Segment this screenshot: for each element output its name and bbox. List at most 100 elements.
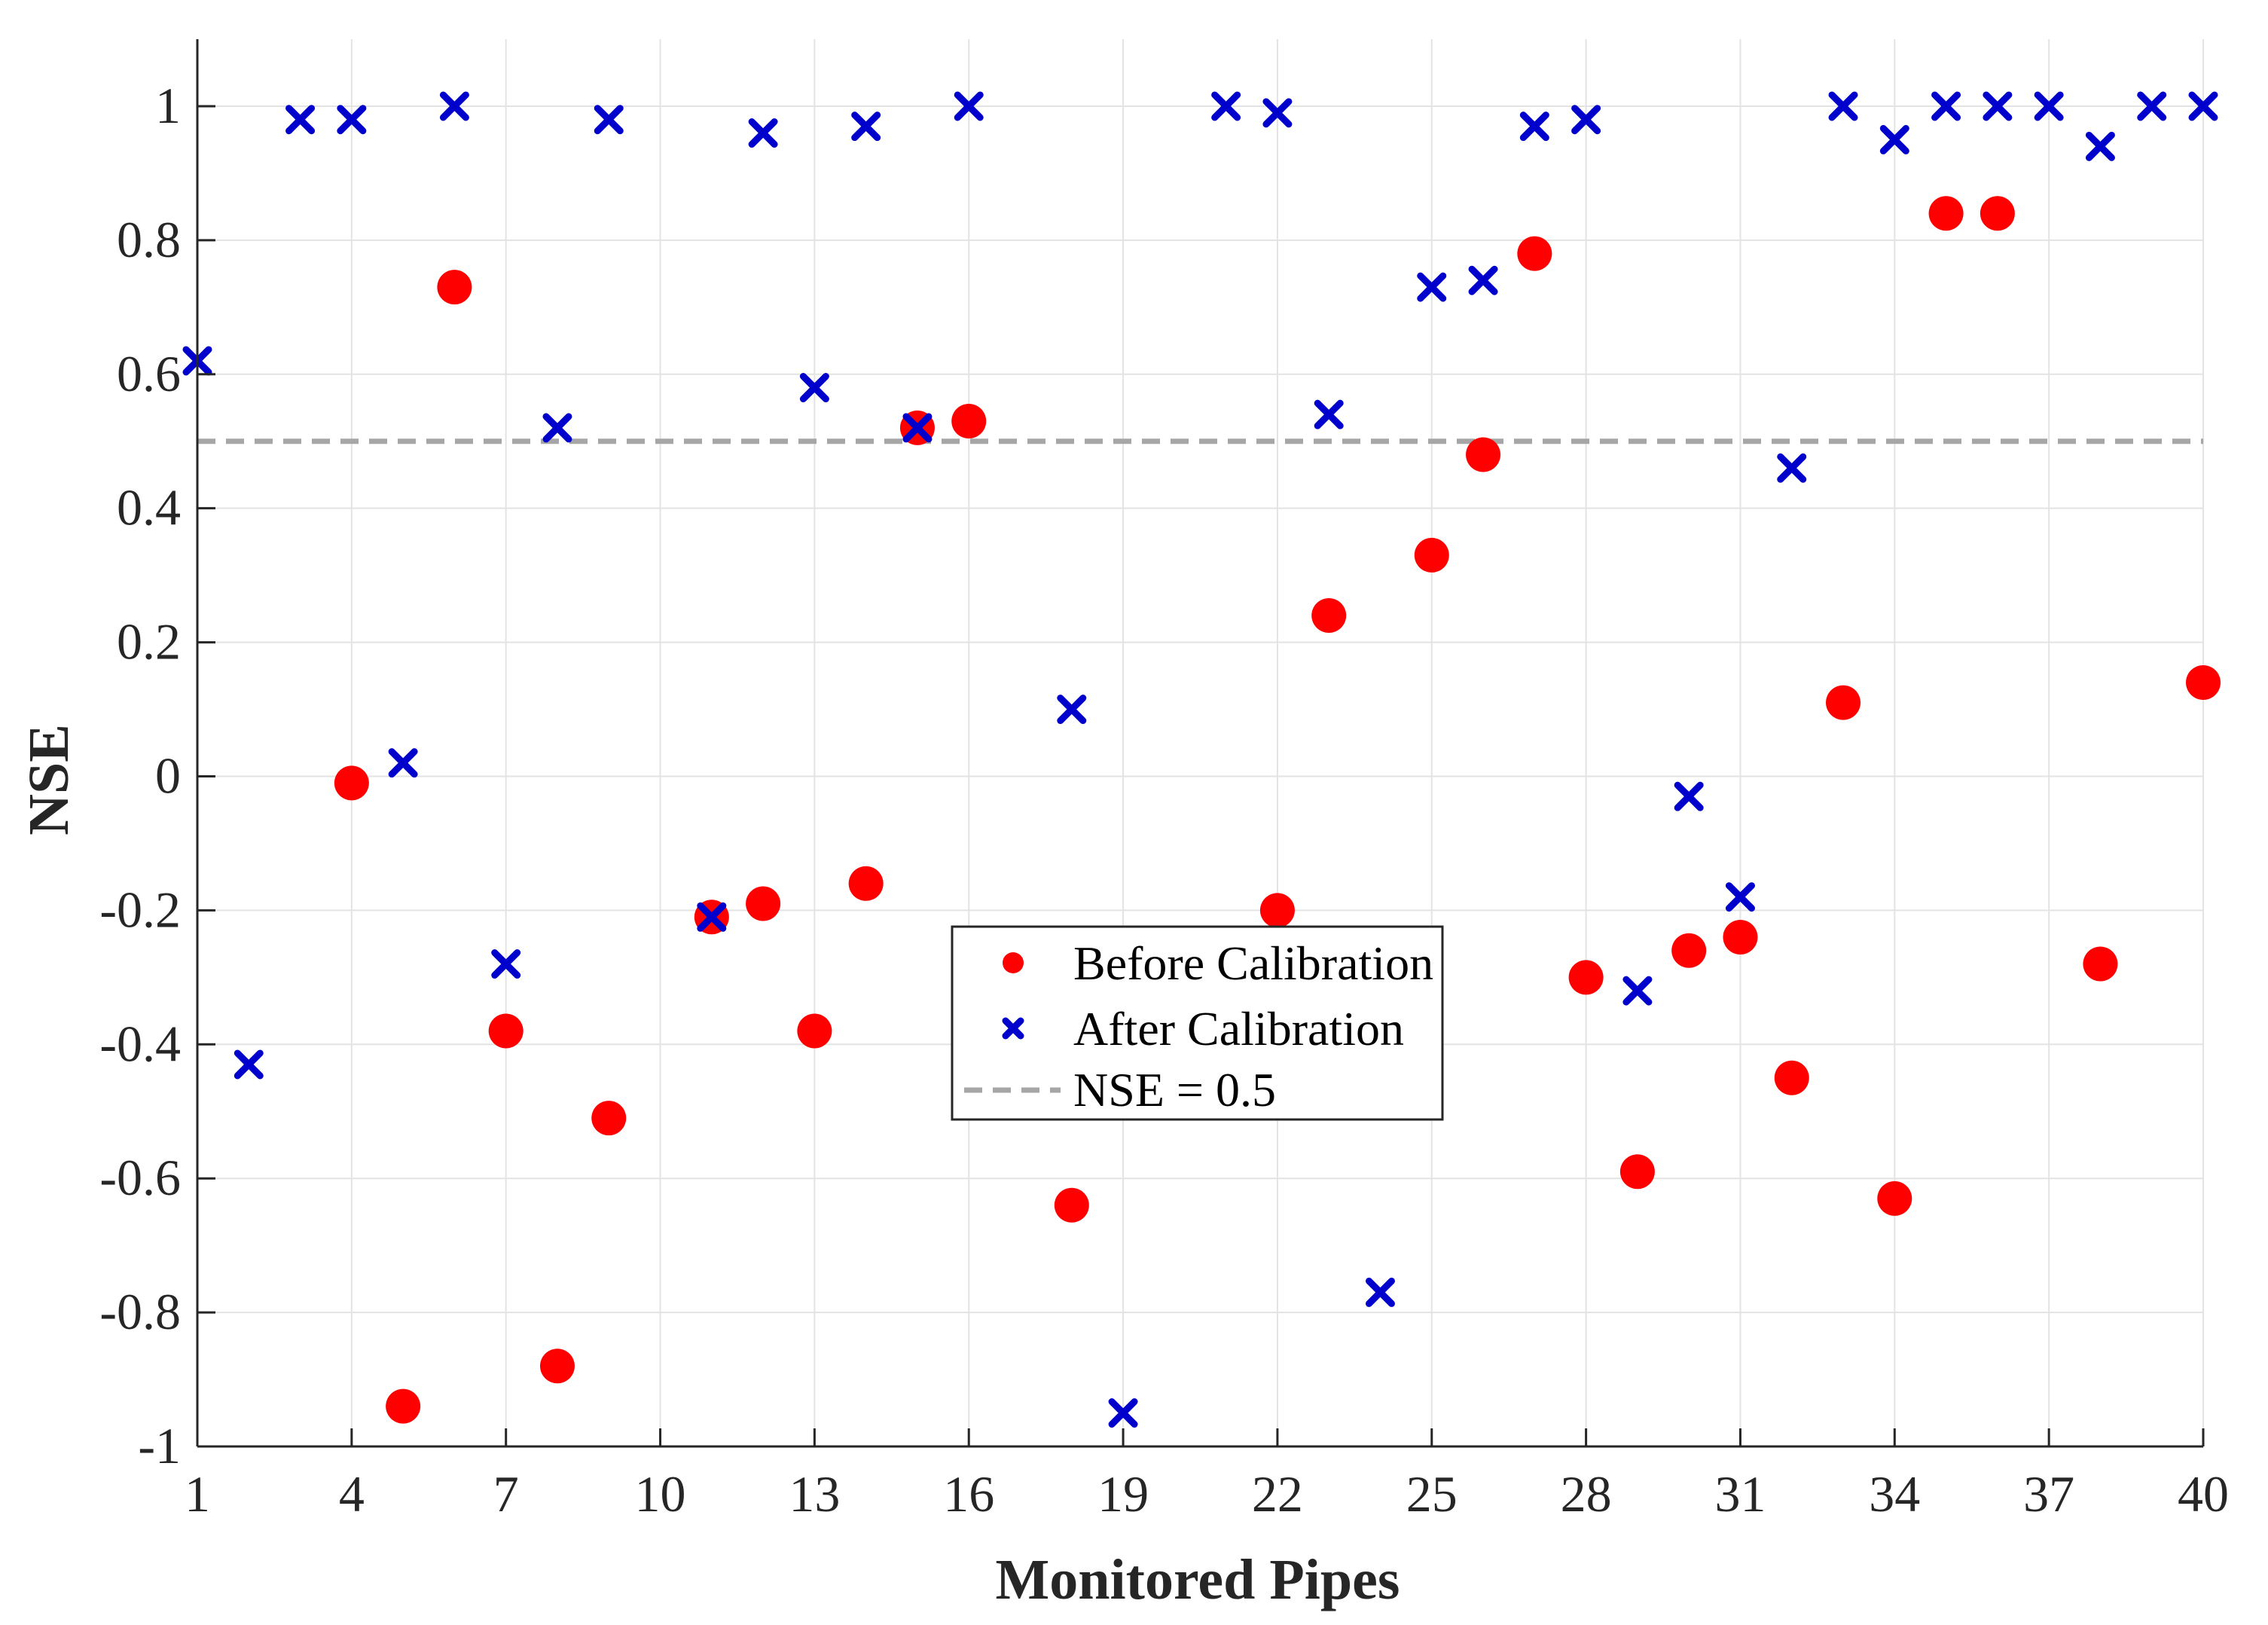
y-tick-label: 0.6 <box>117 345 181 402</box>
before-calibration-point <box>2083 946 2118 982</box>
before-calibration-point <box>488 1013 524 1049</box>
x-tick-label: 40 <box>2178 1465 2229 1523</box>
y-tick-label: 0.2 <box>117 613 181 670</box>
before-calibration-point <box>848 866 884 901</box>
y-tick-label: 0 <box>155 747 181 804</box>
after-calibration-point <box>1674 781 1704 811</box>
after-calibration-point <box>954 91 984 121</box>
before-calibration-point <box>539 1349 575 1384</box>
y-tick-label: -0.8 <box>99 1283 181 1340</box>
x-tick-label: 28 <box>1561 1465 1612 1523</box>
after-calibration-point <box>2085 131 2115 161</box>
y-tick-label: 0.4 <box>117 479 181 536</box>
after-calibration-point <box>2137 91 2167 121</box>
after-calibration-point <box>2188 91 2218 121</box>
y-tick-label: -0.2 <box>99 881 181 938</box>
legend-after-label: After Calibration <box>1073 1002 1404 1055</box>
y-tick-label: -0.4 <box>99 1015 181 1072</box>
before-calibration-point <box>2186 664 2221 700</box>
before-calibration-point <box>437 270 472 305</box>
before-calibration-point <box>1054 1187 1089 1223</box>
before-calibration-point <box>1619 1154 1655 1190</box>
x-tick-label: 7 <box>493 1465 519 1523</box>
x-tick-label: 34 <box>1869 1465 1920 1523</box>
after-calibration-point <box>1879 124 1909 154</box>
after-calibration-point <box>542 413 572 443</box>
after-calibration-point <box>902 413 933 443</box>
before-calibration-point <box>1466 437 1501 472</box>
y-tick-label: -1 <box>138 1417 181 1474</box>
x-tick-label: 37 <box>2023 1465 2074 1523</box>
x-tick-label: 1 <box>185 1465 210 1523</box>
x-axis-title: Monitored Pipes <box>996 1548 1400 1611</box>
before-calibration-point <box>1723 919 1758 955</box>
before-calibration-point <box>1568 960 1604 995</box>
after-calibration-point <box>234 1049 264 1080</box>
after-calibration-point <box>1622 976 1653 1006</box>
after-calibration-point <box>1777 453 1807 483</box>
after-calibration-point <box>1417 272 1447 302</box>
after-calibration-point <box>1108 1398 1138 1428</box>
after-calibration-point <box>1931 91 1961 121</box>
x-tick-label: 16 <box>943 1465 994 1523</box>
before-calibration-point <box>386 1388 421 1424</box>
legend-before-label: Before Calibration <box>1073 936 1433 990</box>
before-calibration-point <box>797 1013 832 1049</box>
y-axis-title: NSE <box>17 724 81 835</box>
x-tick-label: 4 <box>339 1465 365 1523</box>
before-calibration-point <box>951 404 987 439</box>
before-calibration-point <box>1928 196 1964 231</box>
before-calibration-point <box>1311 597 1347 633</box>
before-calibration-point <box>1671 933 1707 968</box>
after-calibration-point <box>388 748 418 778</box>
before-calibration-point <box>1414 537 1449 573</box>
after-calibration-point <box>851 111 881 142</box>
legend-before-marker <box>1003 952 1024 973</box>
after-calibration-point <box>1468 265 1498 295</box>
x-tick-label: 10 <box>635 1465 686 1523</box>
after-calibration-point <box>1262 98 1293 128</box>
before-calibration-point <box>1517 236 1552 271</box>
after-calibration-point <box>285 105 316 135</box>
before-calibration-point <box>1774 1060 1809 1095</box>
after-calibration-point <box>594 105 624 135</box>
after-calibration-point <box>491 949 521 979</box>
legend: Before Calibration After Calibration NSE… <box>951 925 1444 1121</box>
before-calibration-point <box>746 886 781 921</box>
y-tick-label: -0.6 <box>99 1149 181 1206</box>
x-tick-label: 31 <box>1714 1465 1766 1523</box>
axes: 1 4 7 10 13 16 19 22 25 28 31 34 37 40-1-0.8-0.6-0.4-… <box>99 39 2229 1523</box>
after-calibration-point <box>2034 91 2064 121</box>
after-calibration-point <box>439 91 469 121</box>
before-calibration-point <box>334 765 369 801</box>
after-calibration-point <box>799 373 829 403</box>
x-tick-label: 22 <box>1252 1465 1303 1523</box>
y-tick-label: 1 <box>155 77 181 134</box>
after-calibration-point <box>697 902 727 932</box>
before-calibration-point <box>1259 893 1295 928</box>
after-calibration-point <box>1365 1277 1395 1307</box>
before-calibration-point <box>591 1101 627 1136</box>
after-calibration-point <box>1314 399 1344 429</box>
y-tick-label: 0.8 <box>117 211 181 268</box>
after-calibration-point <box>1211 91 1241 121</box>
after-calibration-point <box>1983 91 2013 121</box>
x-tick-label: 13 <box>789 1465 840 1523</box>
after-calibration-point <box>1519 111 1549 142</box>
x-tick-label: 25 <box>1406 1465 1458 1523</box>
legend-after-marker <box>1002 1017 1024 1040</box>
after-calibration-point <box>1828 91 1858 121</box>
before-calibration-point <box>1826 685 1861 720</box>
after-calibration-point <box>1571 105 1601 135</box>
after-calibration-point <box>1057 695 1087 725</box>
x-tick-label: 19 <box>1097 1465 1149 1523</box>
legend-box <box>951 925 1444 1121</box>
after-calibration-point <box>1725 882 1755 912</box>
before-calibration-point <box>1980 196 2015 231</box>
after-calibration-point <box>748 118 778 148</box>
after-calibration-point <box>337 105 367 135</box>
before-calibration-point <box>1877 1181 1912 1216</box>
legend-reference-label: NSE = 0.5 <box>1073 1063 1276 1116</box>
